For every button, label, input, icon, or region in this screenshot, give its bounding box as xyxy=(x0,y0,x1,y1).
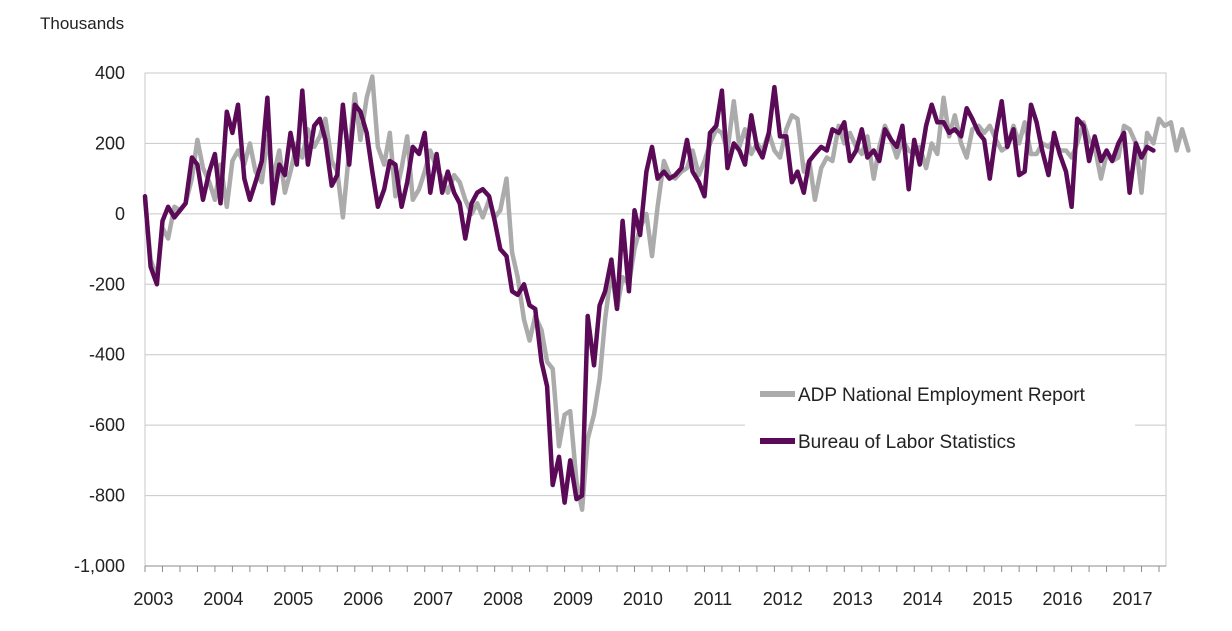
legend-label: Bureau of Labor Statistics xyxy=(798,432,1016,453)
x-tick-label: 2013 xyxy=(833,589,873,609)
legend: ADP National Employment Report Bureau of … xyxy=(745,372,1135,469)
legend-background xyxy=(745,372,1135,469)
x-tick-label: 2011 xyxy=(693,589,732,609)
y-tick-label: -1,000 xyxy=(74,556,125,576)
x-tick-label: 2008 xyxy=(483,589,523,609)
x-tick-label: 2004 xyxy=(203,589,243,609)
x-axis-ticks: 2003 2004 2005 2006 2007 2008 2009 2010 2011 2012… xyxy=(133,565,1166,609)
series-lines xyxy=(142,74,1191,512)
y-tick-label: 0 xyxy=(115,204,125,224)
x-tick-label: 2010 xyxy=(623,589,663,609)
x-tick-label: 2005 xyxy=(273,589,313,609)
x-tick-label: 2017 xyxy=(1112,589,1152,609)
x-tick-label: 2015 xyxy=(973,589,1013,609)
x-tick-label: 2016 xyxy=(1042,589,1082,609)
y-tick-label: 200 xyxy=(95,133,125,153)
y-axis-ticks: 400 200 0 -200 -400 -600 -800 -1,000 xyxy=(74,63,125,576)
x-tick-label: 2014 xyxy=(903,589,943,609)
y-tick-label: -800 xyxy=(89,486,125,506)
y-tick-label: -400 xyxy=(89,345,125,365)
y-tick-label: -200 xyxy=(89,274,125,294)
series-line-bls xyxy=(142,84,1156,505)
x-tick-label: 2012 xyxy=(763,589,803,609)
x-tick-label: 2006 xyxy=(343,589,383,609)
x-tick-label: 2007 xyxy=(413,589,453,609)
y-unit-label: Thousands xyxy=(40,14,125,33)
x-tick-label: 2009 xyxy=(553,589,593,609)
legend-label: ADP National Employment Report xyxy=(798,385,1086,406)
x-tick-label: 2003 xyxy=(133,589,173,609)
y-tick-label: 400 xyxy=(95,63,125,83)
y-tick-label: -600 xyxy=(89,415,125,435)
